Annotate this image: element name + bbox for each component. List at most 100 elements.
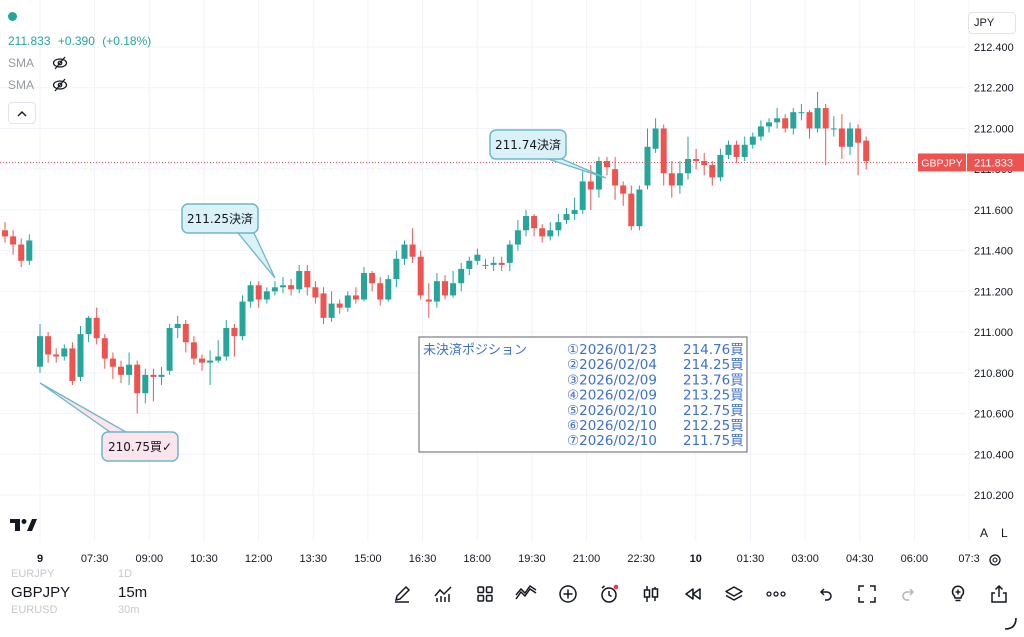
layout-button[interactable] xyxy=(474,583,496,605)
candle-body xyxy=(18,244,25,261)
auto-scale-button[interactable]: A xyxy=(980,526,989,540)
candle-body xyxy=(847,128,853,147)
price-chart[interactable]: 212.400212.200212.000211.800211.600211.4… xyxy=(0,0,1024,580)
chevron-up-icon xyxy=(17,110,27,116)
resize-handle-icon[interactable] xyxy=(1004,617,1018,631)
x-tick-label: 01:30 xyxy=(737,553,765,565)
currency-selector[interactable]: JPY xyxy=(968,12,1016,34)
bulb-icon xyxy=(951,585,965,602)
candle-body xyxy=(450,283,457,296)
candle-body xyxy=(10,236,17,245)
draw-button[interactable] xyxy=(391,583,413,605)
positions-box xyxy=(418,336,748,453)
settings-gear-icon xyxy=(989,554,1001,566)
x-tick-label: 09:00 xyxy=(136,553,164,565)
undo-button[interactable] xyxy=(814,583,836,605)
candle-body xyxy=(45,336,52,355)
candle-body xyxy=(77,334,84,377)
candle-body xyxy=(158,374,165,377)
candle-body xyxy=(126,364,133,375)
candle-body xyxy=(385,279,392,300)
indicator-sma-2[interactable]: SMA xyxy=(8,78,155,92)
candle-body xyxy=(766,122,772,127)
add-icon xyxy=(559,585,577,603)
x-tick-label: 03:00 xyxy=(791,553,819,565)
last-price-symbol-tag xyxy=(918,153,966,172)
redo-button[interactable] xyxy=(898,583,920,605)
eye-hidden-icon[interactable] xyxy=(52,78,68,92)
position-row-price: 211.75買 xyxy=(683,433,744,449)
replay-icon xyxy=(685,588,701,600)
eye-hidden-icon[interactable] xyxy=(52,56,68,70)
x-tick-label: 04:30 xyxy=(846,553,874,565)
symbol-name: EURJPY xyxy=(11,568,55,580)
share-button[interactable] xyxy=(988,583,1010,605)
candle-body xyxy=(2,230,8,237)
pencil-icon xyxy=(394,585,411,603)
candle-body xyxy=(628,193,635,227)
callout-box xyxy=(489,129,567,160)
position-row-price: 212.25買 xyxy=(683,418,744,434)
position-row-price: 214.76買 xyxy=(683,342,744,358)
candle-body xyxy=(93,317,100,339)
candle-body xyxy=(247,285,254,302)
candle-body xyxy=(417,256,424,296)
fullscreen-button[interactable] xyxy=(856,583,878,605)
candles-icon xyxy=(643,586,659,602)
candle-body xyxy=(344,295,351,308)
candle-body xyxy=(798,112,805,114)
chart-type-button[interactable] xyxy=(640,583,662,605)
candle-body xyxy=(263,291,270,300)
position-row-price: 212.75買 xyxy=(683,403,744,419)
x-tick-label: 22:30 xyxy=(627,553,655,565)
settings-gear-icon-center xyxy=(992,557,998,563)
callout-pointer xyxy=(236,232,276,279)
candle-body xyxy=(118,366,124,375)
symbol-row-eurjpy[interactable]: EURJPY 1D xyxy=(11,568,132,580)
position-row-no-date: ①2026/01/23 xyxy=(567,342,657,358)
add-button[interactable] xyxy=(557,583,579,605)
log-scale-button[interactable]: L xyxy=(1001,526,1008,540)
currency-label: JPY xyxy=(974,17,995,29)
ideas-button[interactable] xyxy=(947,583,969,605)
x-tick-label: 13:30 xyxy=(299,553,327,565)
callout-box xyxy=(181,203,259,234)
position-row-no-date: ④2026/02/09 xyxy=(567,388,657,404)
position-row-no-date: ⑦2026/02/10 xyxy=(567,433,657,449)
pattern-icon xyxy=(515,584,537,600)
replay-button[interactable] xyxy=(682,583,704,605)
x-tick-label: 07:3 xyxy=(958,553,979,565)
symbol-row-eurusd[interactable]: EURUSD 30m xyxy=(11,604,139,616)
candle-body xyxy=(336,303,343,308)
indicators-button[interactable] xyxy=(432,583,454,605)
collapse-legend-button[interactable] xyxy=(8,102,36,124)
legend-price: 211.833 xyxy=(8,34,51,48)
share-icon xyxy=(991,584,1007,603)
candle-body xyxy=(109,358,116,367)
grid-icon xyxy=(477,586,493,602)
x-tick-label: 21:00 xyxy=(573,553,601,565)
indicator-sma-1[interactable]: SMA xyxy=(8,56,155,70)
candle-body xyxy=(223,328,230,357)
candle-body xyxy=(563,213,570,221)
candle-body xyxy=(215,356,222,361)
candle-body xyxy=(69,348,76,381)
x-tick-label: 16:30 xyxy=(409,553,437,565)
position-row-price: 214.25買 xyxy=(683,357,744,373)
more-button[interactable] xyxy=(765,583,787,605)
patterns-button[interactable] xyxy=(515,583,537,605)
symbol-row-gbpjpy[interactable]: GBPJPY 15m xyxy=(11,584,147,601)
x-tick-label: 10:30 xyxy=(190,553,218,565)
candle-body xyxy=(660,128,667,174)
alert-button[interactable] xyxy=(598,583,620,605)
objects-tree-button[interactable] xyxy=(723,583,745,605)
symbol-interval: 15m xyxy=(118,584,148,601)
candle-body xyxy=(717,154,724,178)
candle-body xyxy=(806,112,813,129)
alert-icon xyxy=(601,584,619,603)
y-tick-label: 212.200 xyxy=(974,83,1014,95)
tradingview-logo-icon xyxy=(10,519,37,531)
candle-body xyxy=(676,173,683,186)
callout-label: 211.74決済 xyxy=(495,137,561,152)
candle-body xyxy=(37,336,43,367)
